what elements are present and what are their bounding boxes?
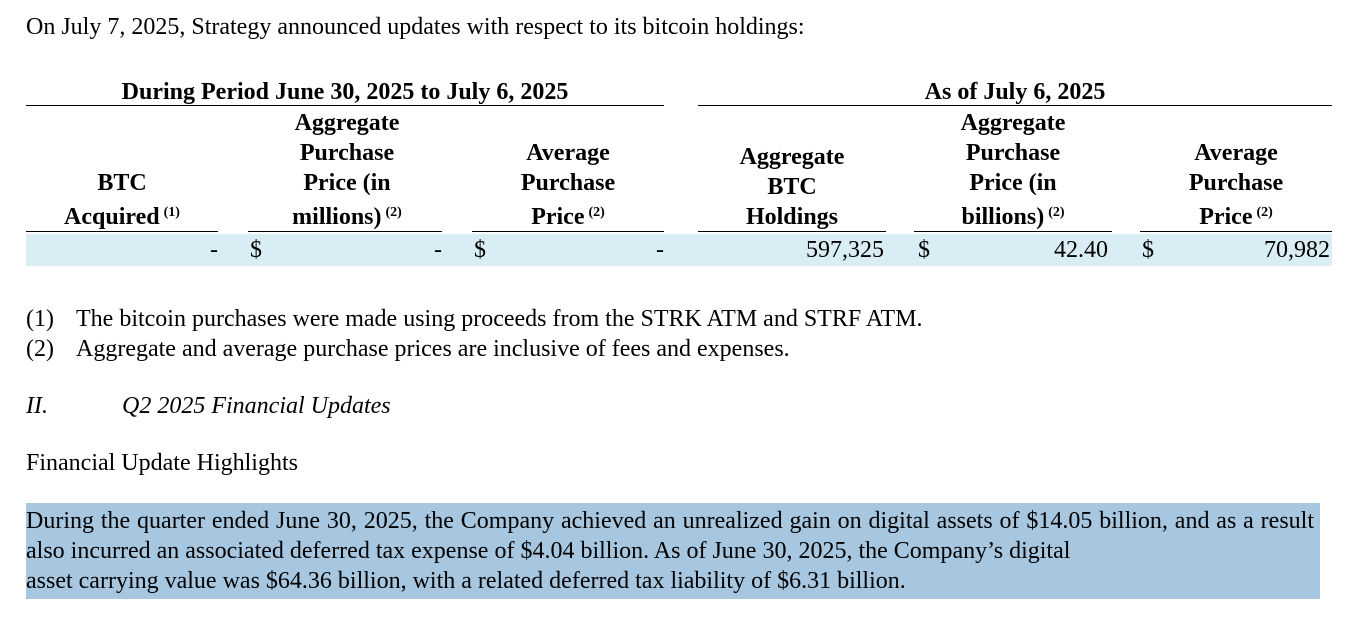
col-header-line: Holdings bbox=[745, 204, 839, 230]
paragraph-body[interactable]: During the quarter ended June 30, 2025, … bbox=[26, 508, 1314, 564]
cell-btc-acquired: - bbox=[210, 237, 218, 263]
cell-currency: $ bbox=[474, 237, 486, 263]
col-header-avg-purchase-total: Average Purchase Price (2) bbox=[1140, 112, 1332, 232]
footnote-2: (2) Aggregate and average purchase prices… bbox=[26, 334, 790, 364]
col-rule bbox=[248, 231, 442, 232]
paragraph-last-line[interactable]: asset carrying value was $64.36 billion,… bbox=[26, 568, 906, 594]
col-rule bbox=[698, 231, 886, 232]
col-rule bbox=[1140, 231, 1332, 232]
footnote-number: (2) bbox=[26, 336, 54, 362]
cell-agg-purchase-billions: 42.40 bbox=[1054, 237, 1108, 263]
col-header-line: BTC bbox=[97, 170, 147, 196]
col-header-line: BTC bbox=[767, 174, 817, 200]
group-rule-right bbox=[698, 105, 1332, 106]
col-header-line: Aggregate bbox=[960, 110, 1066, 136]
col-header-line: Purchase bbox=[965, 140, 1061, 166]
cell-currency: $ bbox=[1142, 237, 1154, 263]
footnote-ref: (2) bbox=[1048, 205, 1065, 220]
footnote-text: The bitcoin purchases were made using pr… bbox=[76, 306, 923, 332]
cell-currency: $ bbox=[250, 237, 262, 263]
col-header-agg-purchase-billions: Aggregate Purchase Price (in billions) (2… bbox=[914, 110, 1112, 232]
footnote-1: (1) The bitcoin purchases were made using… bbox=[26, 304, 923, 334]
intro-text: On July 7, 2025, Strategy announced upda… bbox=[26, 14, 805, 40]
col-header-line: billions) bbox=[961, 204, 1045, 230]
col-header-line: millions) bbox=[292, 204, 382, 230]
col-header-agg-purchase-millions: Aggregate Purchase Price (in millions) (2… bbox=[248, 110, 446, 232]
col-rule bbox=[472, 231, 664, 232]
footnote-ref: (1) bbox=[163, 205, 180, 220]
asof-group-header: As of July 6, 2025 bbox=[924, 79, 1106, 105]
col-header-line: Price bbox=[531, 204, 585, 230]
group-rule-left bbox=[26, 105, 664, 106]
table-row bbox=[26, 234, 1332, 266]
col-header-line: Average bbox=[1194, 140, 1278, 166]
col-header-line: Acquired bbox=[64, 204, 160, 230]
col-header-line: Purchase bbox=[299, 140, 395, 166]
col-header-line: Purchase bbox=[520, 170, 616, 196]
section-title: Q2 2025 Financial Updates bbox=[122, 393, 391, 419]
footnote-ref: (2) bbox=[385, 205, 402, 220]
text-selection-highlight bbox=[26, 503, 1320, 599]
col-header-line: Average bbox=[526, 140, 610, 166]
cell-avg-purchase-period: - bbox=[656, 237, 664, 263]
section-number: II. bbox=[26, 393, 48, 419]
period-group-header: During Period June 30, 2025 to July 6, 2… bbox=[121, 79, 569, 105]
col-header-line: Price (in bbox=[303, 170, 391, 196]
cell-currency: $ bbox=[918, 237, 930, 263]
cell-agg-purchase-millions: - bbox=[434, 237, 442, 263]
footnote-text: Aggregate and average purchase prices ar… bbox=[76, 336, 790, 362]
col-rule bbox=[26, 231, 218, 232]
col-header-btc-acquired: BTC Acquired (1) bbox=[26, 112, 218, 232]
subheading: Financial Update Highlights bbox=[26, 450, 298, 476]
col-header-line: Price bbox=[1199, 204, 1253, 230]
col-header-line: Price (in bbox=[969, 170, 1057, 196]
col-rule bbox=[914, 231, 1112, 232]
cell-agg-btc-holdings: 597,325 bbox=[806, 237, 884, 263]
col-header-line: Aggregate bbox=[294, 110, 400, 136]
footnote-number: (1) bbox=[26, 306, 54, 332]
col-header-line: Purchase bbox=[1188, 170, 1284, 196]
footnote-ref: (2) bbox=[588, 205, 605, 220]
col-header-avg-purchase-period: Average Purchase Price (2) bbox=[472, 112, 664, 232]
col-header-line: Aggregate bbox=[739, 144, 845, 170]
cell-avg-purchase-total: 70,982 bbox=[1264, 237, 1330, 263]
col-header-agg-btc-holdings: Aggregate BTC Holdings bbox=[698, 112, 886, 232]
footnote-ref: (2) bbox=[1256, 205, 1273, 220]
